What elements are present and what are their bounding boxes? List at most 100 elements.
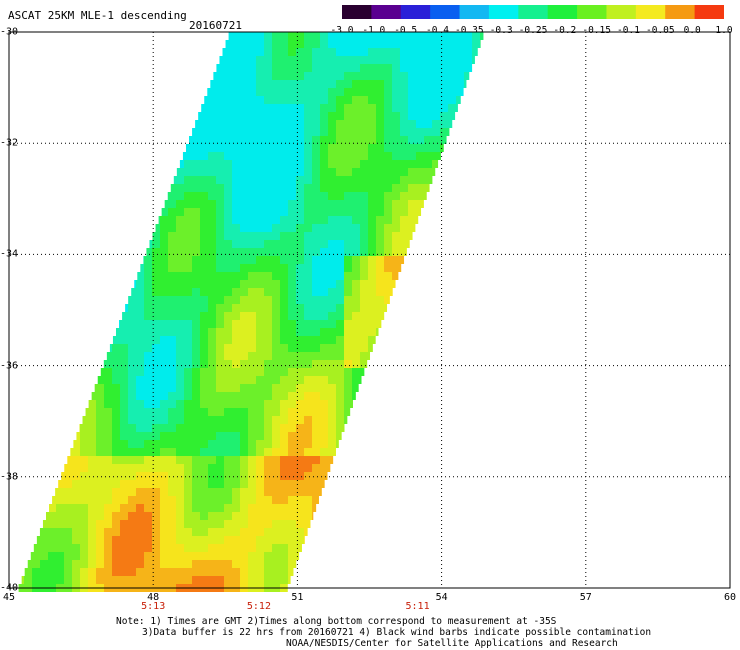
swath-cell bbox=[312, 136, 320, 144]
swath-cell bbox=[264, 416, 272, 424]
longitude-tick-label: 45 bbox=[2, 592, 16, 603]
swath-cell bbox=[248, 64, 256, 72]
swath-cell bbox=[448, 56, 456, 64]
swath-cell bbox=[320, 88, 328, 96]
swath-cell bbox=[320, 288, 328, 296]
swath-cell bbox=[232, 280, 240, 288]
swath-cell bbox=[264, 320, 272, 328]
swath-cell bbox=[232, 512, 240, 520]
swath-cell bbox=[416, 112, 424, 120]
swath-cell bbox=[72, 568, 80, 576]
swath-cell bbox=[280, 272, 288, 280]
swath-cell bbox=[280, 560, 288, 568]
swath-cell bbox=[56, 496, 64, 504]
swath-cell bbox=[168, 488, 176, 496]
swath-cell bbox=[240, 272, 248, 280]
swath-cell bbox=[176, 264, 184, 272]
swath-cell bbox=[272, 304, 280, 312]
swath-cell bbox=[208, 472, 216, 480]
swath-cell bbox=[104, 360, 112, 368]
swath-cell bbox=[296, 496, 304, 504]
swath-cell bbox=[352, 320, 360, 328]
swath-cell bbox=[224, 456, 232, 464]
swath-cell bbox=[224, 544, 232, 552]
swath-cell bbox=[408, 184, 416, 192]
swath-cell bbox=[288, 520, 296, 528]
swath-cell bbox=[160, 432, 168, 440]
swath-cell bbox=[184, 232, 192, 240]
swath-cell bbox=[248, 72, 256, 80]
swath-cell bbox=[352, 312, 360, 320]
swath-cell bbox=[200, 536, 208, 544]
swath-cell bbox=[264, 352, 272, 360]
swath-cell bbox=[104, 512, 112, 520]
swath-cell bbox=[280, 144, 288, 152]
swath-cell bbox=[184, 336, 192, 344]
swath-cell bbox=[296, 408, 304, 416]
swath-cell bbox=[161, 208, 168, 216]
swath-cell bbox=[224, 344, 232, 352]
swath-cell bbox=[192, 232, 200, 240]
swath-cell bbox=[216, 560, 224, 568]
swath-cell bbox=[184, 248, 192, 256]
swath-cell bbox=[392, 152, 400, 160]
swath-cell bbox=[344, 152, 352, 160]
swath-cell bbox=[280, 72, 288, 80]
longitude-tick-label: 51 bbox=[291, 592, 304, 603]
swath-cell bbox=[216, 120, 224, 128]
swath-cell bbox=[256, 480, 264, 488]
swath-cell bbox=[128, 528, 136, 536]
swath-cell bbox=[256, 104, 264, 112]
swath-cell bbox=[104, 432, 112, 440]
swath-cell bbox=[280, 248, 288, 256]
swath-cell bbox=[456, 40, 464, 48]
swath-cell bbox=[136, 456, 144, 464]
swath-cell bbox=[224, 400, 232, 408]
swath-cell bbox=[192, 144, 200, 152]
swath-cell bbox=[328, 304, 336, 312]
swath-cell bbox=[368, 160, 376, 168]
swath-cell bbox=[272, 264, 280, 272]
swath-cell bbox=[200, 120, 208, 128]
swath-cell bbox=[184, 392, 192, 400]
swath-cell bbox=[344, 232, 352, 240]
swath-cell bbox=[152, 552, 160, 560]
swath-cell bbox=[184, 328, 192, 336]
swath-cell bbox=[320, 416, 328, 424]
swath-cell bbox=[312, 352, 320, 360]
swath-cell bbox=[264, 80, 272, 88]
swath-cell bbox=[384, 128, 392, 136]
swath-cell bbox=[82, 416, 88, 424]
swath-cell bbox=[216, 160, 224, 168]
swath-cell bbox=[256, 160, 264, 168]
swath-cell bbox=[248, 400, 256, 408]
swath-cell bbox=[216, 64, 224, 72]
swath-cell bbox=[224, 208, 232, 216]
swath-cell bbox=[224, 504, 232, 512]
swath-cell bbox=[272, 496, 280, 504]
swath-cell bbox=[320, 304, 328, 312]
swath-cell bbox=[280, 80, 288, 88]
swath-cell bbox=[112, 576, 120, 584]
swath-cell bbox=[128, 488, 136, 496]
swath-cell bbox=[344, 56, 352, 64]
swath-cell bbox=[232, 168, 240, 176]
swath-cell bbox=[320, 256, 328, 264]
swath-cell bbox=[182, 152, 184, 160]
swath-cell bbox=[112, 480, 120, 488]
swath-cell bbox=[184, 224, 192, 232]
swath-cell bbox=[240, 184, 248, 192]
swath-cell bbox=[456, 72, 464, 80]
swath-cell bbox=[344, 288, 352, 296]
swath-cell bbox=[352, 120, 360, 128]
swath-cell bbox=[440, 96, 448, 104]
swath-cell bbox=[264, 168, 272, 176]
swath-cell bbox=[280, 104, 288, 112]
swath-cell bbox=[208, 544, 216, 552]
swath-cell bbox=[336, 432, 342, 440]
swath-cell bbox=[312, 448, 320, 456]
swath-cell bbox=[216, 512, 224, 520]
swath-cell bbox=[280, 352, 288, 360]
swath-cell bbox=[240, 224, 248, 232]
